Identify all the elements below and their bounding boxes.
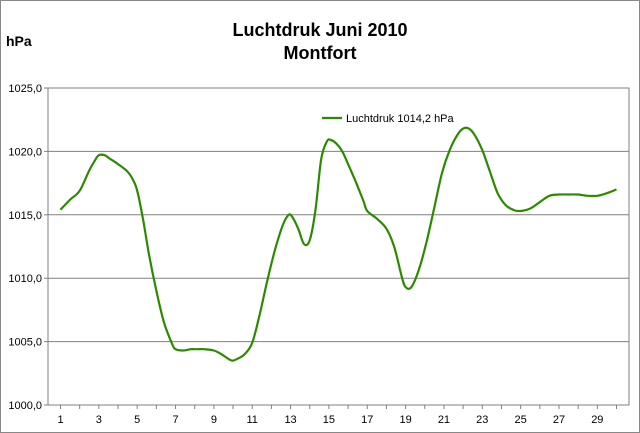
x-tick-label: 19 [399, 414, 411, 426]
x-tick-label: 23 [476, 414, 488, 426]
x-tick-label: 25 [515, 414, 527, 426]
x-tick-label: 11 [247, 414, 258, 426]
series-layer [59, 126, 617, 362]
y-axis-label: hPa [6, 33, 32, 49]
chart-title: Luchtdruk Juni 2010 [232, 20, 408, 40]
y-tick-label: 1000,0 [8, 400, 42, 412]
y-tick-label: 1010,0 [8, 273, 42, 285]
x-tick-label: 13 [284, 414, 296, 426]
x-tick-label: 27 [553, 414, 565, 426]
legend: Luchtdruk 1014,2 hPa [322, 113, 455, 125]
legend-label: Luchtdruk 1014,2 hPa [346, 113, 455, 125]
y-tick-label: 1015,0 [8, 210, 42, 222]
x-tick-label: 9 [211, 414, 217, 426]
x-axis-ticks: 1 3 5 7 9 11 13 15 17 19 21 23 25 27 29 [57, 405, 617, 426]
series-line [59, 126, 617, 362]
x-tick-label: 5 [134, 414, 140, 426]
y-axis-ticks: 1000,0 1005,0 1010,0 1015,0 1020,0 1025,0 [8, 83, 48, 412]
chart-subtitle: Montfort [283, 43, 357, 63]
x-tick-label: 21 [438, 414, 450, 426]
gridlines [48, 87, 629, 343]
x-tick-label: 3 [96, 414, 102, 426]
y-tick-label: 1020,0 [8, 146, 42, 158]
y-tick-label: 1005,0 [8, 337, 42, 349]
x-tick-label: 15 [323, 414, 335, 426]
y-tick-label: 1025,0 [8, 83, 42, 95]
x-tick-label: 1 [57, 414, 63, 426]
plot-area [47, 87, 630, 406]
x-tick-label: 29 [591, 414, 603, 426]
x-tick-label: 7 [172, 414, 178, 426]
x-tick-label: 17 [361, 414, 373, 426]
